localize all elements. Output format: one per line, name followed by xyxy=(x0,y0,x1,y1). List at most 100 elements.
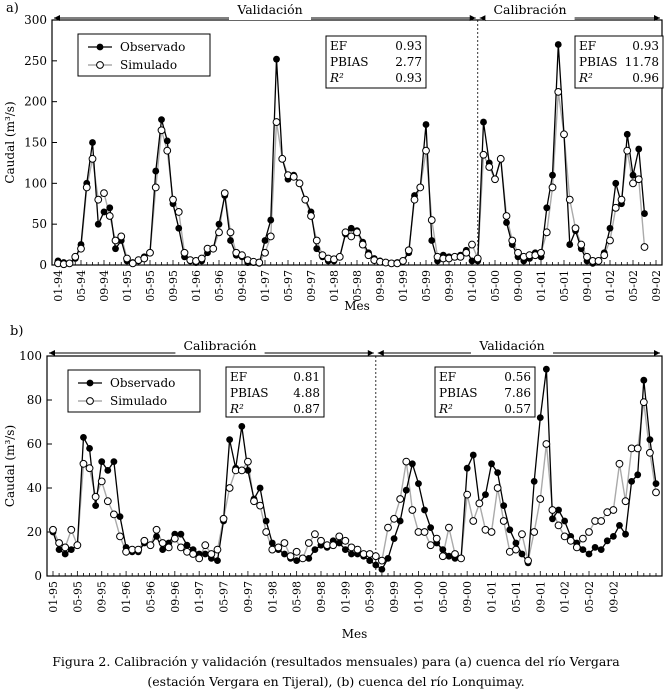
simulado-point xyxy=(512,545,520,554)
stats-box xyxy=(434,366,536,418)
observado-point xyxy=(635,145,643,153)
simulado-point xyxy=(420,528,429,536)
period-label: Validación xyxy=(236,2,302,17)
simulado-point xyxy=(177,543,185,552)
legend-simulado-marker xyxy=(86,397,94,405)
figure-caption-line-2: (estación Vergara en Tijeral), (b) cuenc… xyxy=(147,674,525,689)
x-tick-label: 05-99 xyxy=(364,581,377,613)
observado-point xyxy=(468,257,476,265)
observado-point xyxy=(347,224,355,232)
simulado-point xyxy=(347,232,356,241)
simulado-point xyxy=(220,189,229,198)
x-tick-label: 01-98 xyxy=(328,270,341,302)
simulado-point xyxy=(226,228,235,237)
simulado-point xyxy=(462,248,471,257)
y-tick-label: 60 xyxy=(27,437,42,451)
simulado-point xyxy=(169,195,177,204)
simulado-point xyxy=(577,240,586,249)
stats-value: 4.88 xyxy=(293,386,320,400)
simulado-point xyxy=(100,189,108,198)
simulado-point xyxy=(364,251,373,260)
observado-point xyxy=(227,237,234,244)
stats-label: EF xyxy=(439,370,456,384)
simulado-point xyxy=(341,536,350,545)
observado-point xyxy=(622,530,629,538)
observado-point xyxy=(641,210,648,217)
x-tick-label: 05-97 xyxy=(282,270,295,302)
legend-simulado-label: Simulado xyxy=(120,58,177,72)
observado-point xyxy=(402,486,410,494)
simulado-point xyxy=(609,506,618,514)
period-label-bg xyxy=(229,6,311,20)
x-tick-label: 01-00 xyxy=(466,270,479,302)
y-tick-label: 150 xyxy=(24,136,47,150)
simulado-point xyxy=(427,216,436,224)
stats-value: 0.93 xyxy=(395,39,422,53)
simulado-point xyxy=(390,514,398,523)
simulado-point xyxy=(209,244,218,253)
y-tick-label: 100 xyxy=(19,349,42,363)
stats-value: 0.93 xyxy=(632,39,659,53)
x-tick-label: 01-99 xyxy=(397,270,410,302)
simulado-point xyxy=(485,163,494,171)
panel-label: a) xyxy=(6,1,19,16)
simulado-point xyxy=(73,541,82,550)
simulado-point xyxy=(606,236,614,245)
simulado-point xyxy=(518,530,526,539)
observado-point xyxy=(293,557,301,564)
simulado-point xyxy=(623,146,632,155)
simulado-point xyxy=(55,539,63,547)
simulado-point xyxy=(116,532,124,541)
observado-point xyxy=(201,550,209,558)
period-arrow-head-left xyxy=(479,15,486,21)
simulado-point xyxy=(358,240,367,249)
simulado-point xyxy=(163,146,172,155)
panel-label: b) xyxy=(10,324,23,339)
stats-value: 0.93 xyxy=(395,71,422,85)
x-tick-label: 01-98 xyxy=(266,581,279,613)
simulado-point xyxy=(378,556,386,565)
simulado-point xyxy=(238,251,246,260)
x-tick-label: 01-99 xyxy=(339,581,352,613)
simulado-point xyxy=(140,536,149,545)
y-tick-label: 100 xyxy=(24,176,47,190)
simulado-point xyxy=(278,154,287,163)
simulado-point xyxy=(146,541,155,550)
x-tick-label: 01-95 xyxy=(47,581,60,613)
simulado-point xyxy=(621,497,630,506)
x-tick-label: 01-97 xyxy=(259,270,272,302)
stats-value: 2.77 xyxy=(395,55,422,69)
observado-point xyxy=(110,458,118,465)
simulado-point xyxy=(298,554,307,563)
observado-point xyxy=(609,533,617,540)
simulado-point xyxy=(88,154,97,163)
stats-box xyxy=(325,35,427,89)
simulado-point xyxy=(548,506,557,514)
legend-simulado-marker xyxy=(96,61,104,69)
y-tick-label: 0 xyxy=(34,569,42,583)
simulado-point xyxy=(304,539,313,547)
simulado-point xyxy=(189,550,197,558)
period-arrow-head-right xyxy=(469,15,476,21)
stats-label: R² xyxy=(578,71,593,85)
x-tick-label: 09-98 xyxy=(374,270,387,302)
simulado-point xyxy=(475,499,484,508)
simulado-point xyxy=(571,224,580,233)
simulado-point xyxy=(652,488,660,497)
observado-point xyxy=(378,566,386,573)
observado-point xyxy=(106,204,114,212)
observado-point xyxy=(238,423,246,430)
observado-point xyxy=(390,535,398,542)
observado-point xyxy=(427,524,435,531)
chart-panel-a: a) 0 50 100 150 200 250 300 01-94 05-94 09-94 01-95… xyxy=(3,1,664,313)
observado-point xyxy=(646,436,654,443)
observado-point xyxy=(112,245,119,253)
simulado-point xyxy=(629,179,637,188)
observado-point xyxy=(408,460,416,468)
simulado-point xyxy=(292,547,301,556)
observado-point xyxy=(512,539,520,547)
stats-value: 0.81 xyxy=(293,370,320,384)
simulado-point xyxy=(317,536,325,545)
observado-point xyxy=(543,204,551,212)
simulado-point xyxy=(646,448,654,457)
